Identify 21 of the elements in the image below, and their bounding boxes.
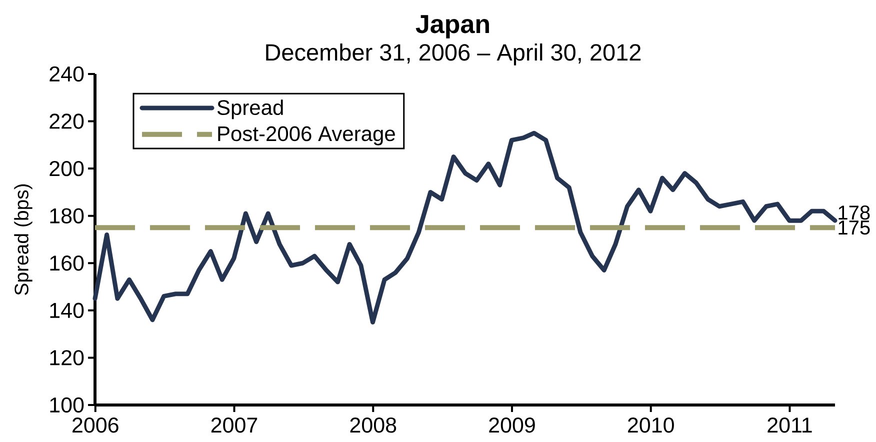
annotation: 175 bbox=[838, 220, 870, 235]
y-tick-label: 140 bbox=[50, 302, 84, 318]
y-tick-label: 160 bbox=[50, 256, 84, 271]
data-label: 178 bbox=[838, 205, 870, 220]
x-tick-label: 2009 bbox=[489, 418, 535, 433]
y-tick-label: 220 bbox=[50, 114, 84, 129]
chart-title: Japan bbox=[416, 15, 489, 38]
y-tick-label: 120 bbox=[50, 350, 84, 366]
chart-subtitle: December 31, 2006 – April 30, 2012 bbox=[266, 43, 641, 66]
y-axis-title: Spread (bps) bbox=[14, 184, 32, 295]
x-tick-label: 2007 bbox=[211, 418, 258, 433]
y-tick-label: 240 bbox=[50, 66, 84, 82]
y-tick-label: 180 bbox=[50, 208, 84, 224]
y-tick-label: 100 bbox=[50, 397, 84, 413]
y-tick-label: 200 bbox=[50, 160, 84, 176]
x-tick-label: 2006 bbox=[72, 418, 118, 433]
legend-label: Post-2006 Average bbox=[218, 126, 395, 146]
x-tick-label: 2011 bbox=[768, 418, 812, 433]
x-tick-label: 2008 bbox=[350, 418, 396, 433]
legend-label: Spread bbox=[217, 100, 283, 120]
x-tick-label: 2010 bbox=[628, 418, 674, 433]
